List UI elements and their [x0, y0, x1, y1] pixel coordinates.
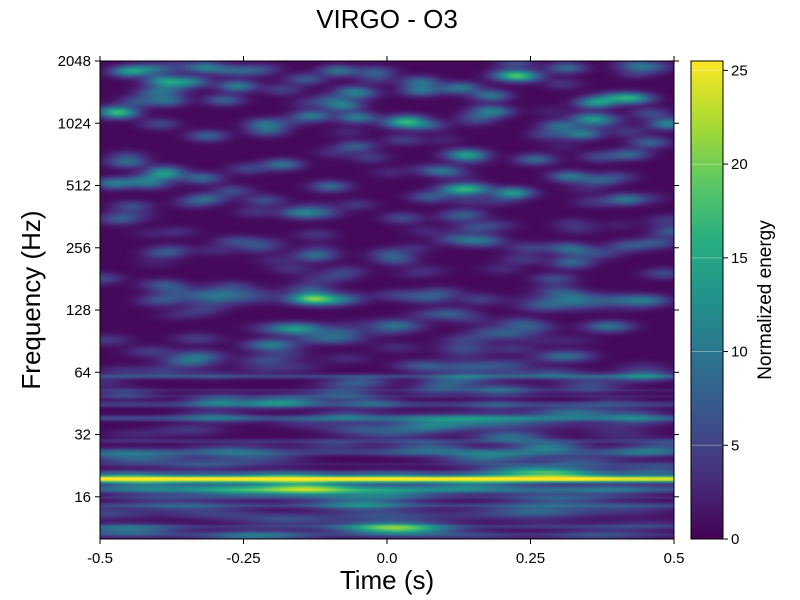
colorbar-tick-label: 15 [731, 250, 748, 267]
colorbar-tick-label: 5 [731, 437, 739, 454]
colorbar-tick-label: 20 [731, 156, 748, 173]
y-tick-label: 512 [66, 178, 91, 195]
x-tick-label: -0.5 [87, 550, 113, 567]
y-axis-label: Frequency (Hz) [16, 210, 46, 389]
y-axis: 16 32 64 128 256 512 1024 2048 [58, 53, 679, 506]
colorbar-frame [690, 60, 724, 540]
spectrogram-heatmap [100, 61, 674, 539]
x-axis: -0.5 -0.25 0.0 0.25 0.5 [87, 56, 684, 567]
x-tick-label: 0.25 [516, 550, 545, 567]
y-tick-label: 16 [74, 489, 91, 506]
y-tick-label: 32 [74, 427, 91, 444]
y-tick-label: 128 [66, 302, 91, 319]
colorbar-ticks: 0 5 10 15 20 25 [691, 62, 748, 548]
x-tick-label: 0.5 [664, 550, 685, 567]
colorbar-tick-label: 10 [731, 344, 748, 361]
x-tick-label: 0.0 [377, 550, 398, 567]
plot-area [100, 61, 674, 539]
colorbar-bar [691, 61, 723, 539]
colorbar-tick-label: 25 [731, 62, 748, 79]
colorbar: 0 5 10 15 20 25 Normalized energy [690, 60, 776, 548]
y-tick-label: 64 [74, 364, 91, 381]
y-tick-label: 2048 [58, 53, 91, 70]
chart-title: VIRGO - O3 [316, 4, 458, 34]
y-tick-label: 1024 [58, 115, 91, 132]
x-axis-label: Time (s) [340, 565, 434, 595]
x-tick-label: -0.25 [226, 550, 260, 567]
y-tick-label: 256 [66, 240, 91, 257]
colorbar-tick-label: 0 [731, 531, 739, 548]
colorbar-label: Normalized energy [755, 220, 776, 380]
